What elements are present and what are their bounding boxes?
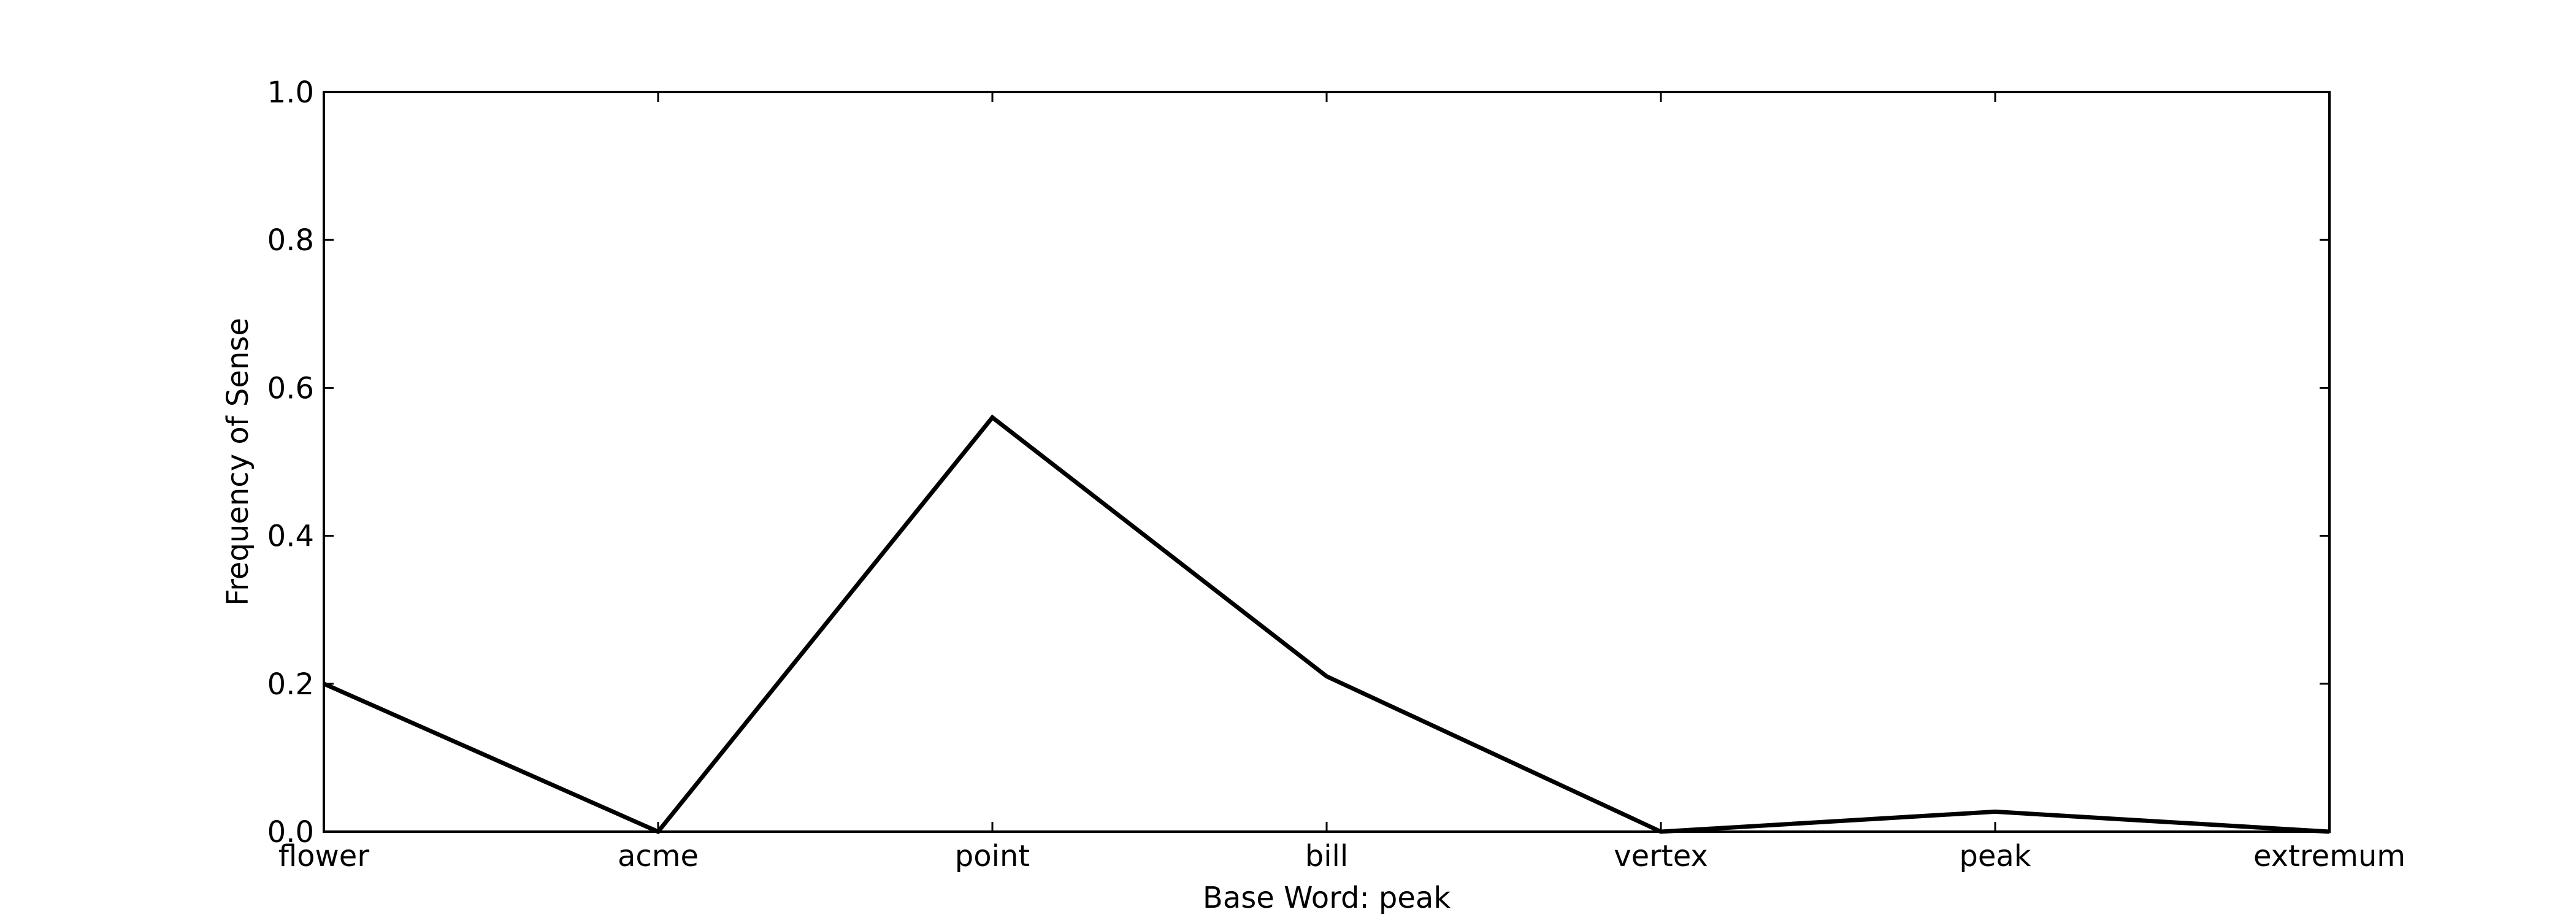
x-tick-label: peak: [1959, 839, 2031, 873]
y-tick-label: 0.6: [267, 371, 314, 405]
y-tick-label: 0.8: [267, 223, 314, 258]
x-tick-labels: flower acme point bill vertex peak extremum: [278, 839, 2405, 873]
x-tick-label: point: [955, 839, 1030, 873]
x-tick-label: bill: [1305, 839, 1348, 873]
x-tick-label: flower: [278, 839, 369, 873]
y-tick-label: 0.4: [267, 519, 314, 554]
x-axis-label: Base Word: peak: [1203, 881, 1451, 915]
y-axis-label: Frequency of Sense: [221, 318, 255, 606]
y-tick-label: 1.0: [267, 75, 314, 110]
x-tick-label: vertex: [1614, 839, 1708, 873]
plot-frame: [323, 91, 2331, 833]
x-tick-label: acme: [618, 839, 699, 873]
y-tick-label: 0.2: [267, 667, 314, 702]
y-tick-labels: 0.0 0.2 0.4 0.6 0.8 1.0: [267, 75, 314, 849]
y-tick-label: 0.0: [267, 815, 314, 849]
tick-marks: [323, 91, 2331, 833]
series-line: [323, 414, 2330, 835]
x-tick-label: extremum: [2253, 839, 2405, 873]
